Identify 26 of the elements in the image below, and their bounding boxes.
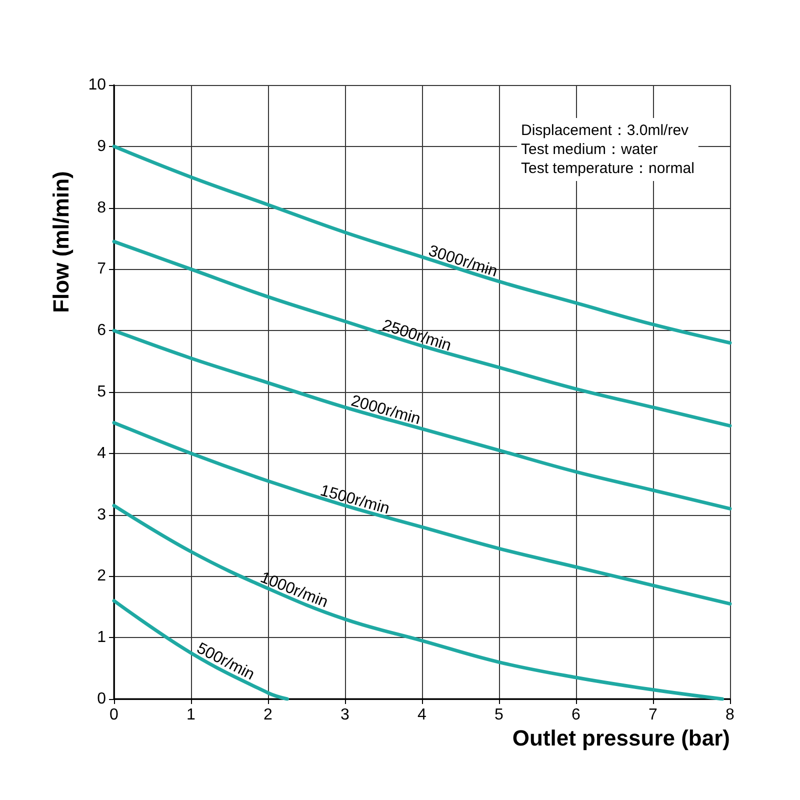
x-tick-label: 2 (264, 706, 273, 724)
y-tick-label: 4 (97, 444, 106, 462)
y-axis-title: Flow (ml/min) (48, 171, 74, 313)
x-tick-label: 6 (572, 706, 581, 724)
x-axis-title: Outlet pressure (bar) (512, 726, 730, 750)
line-series (112, 240, 732, 428)
y-tick-label: 8 (97, 199, 106, 216)
y-tick-label: 10 (88, 76, 106, 94)
y-tick-label: 2 (97, 568, 106, 585)
y-tick-label: 3 (97, 506, 106, 524)
x-tick-label: 3 (340, 706, 350, 724)
x-tick-label: 0 (110, 706, 119, 724)
x-tick-label: 1 (186, 706, 196, 724)
annotation: Test medium：water (521, 141, 658, 158)
y-tick-label: 1 (97, 629, 106, 646)
y-tick-label: 5 (97, 384, 106, 400)
y-tick-label: 7 (97, 260, 106, 278)
x-tick-label: 8 (726, 706, 735, 724)
x-tick-label: 4 (418, 706, 427, 724)
y-tick-label: 0 (97, 690, 106, 708)
x-tick-label: 7 (648, 706, 658, 724)
y-tick-label: 9 (97, 138, 106, 155)
y-tick-label: 6 (97, 322, 106, 340)
annotation: Test temperature：normal (521, 160, 694, 177)
x-tick-label: 5 (494, 706, 504, 724)
annotation: Displacement：3.0ml/rev (521, 122, 690, 139)
